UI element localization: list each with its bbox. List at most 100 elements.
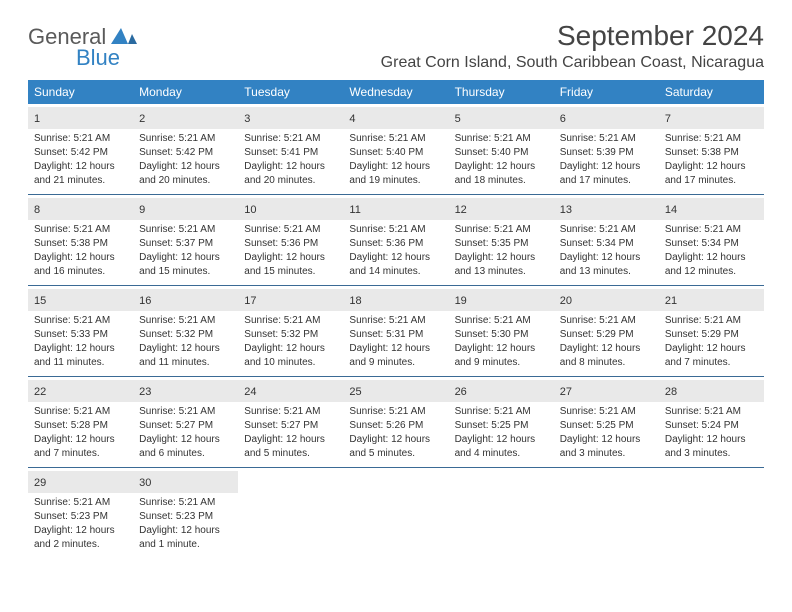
daylight-line: Daylight: 12 hours and 19 minutes. (349, 160, 442, 188)
daylight-line: Daylight: 12 hours and 16 minutes. (34, 251, 127, 279)
sunrise-line: Sunrise: 5:21 AM (560, 314, 653, 328)
day-number: 1 (34, 113, 40, 125)
sunrise-line: Sunrise: 5:21 AM (34, 405, 127, 419)
day-cell: 11Sunrise: 5:21 AMSunset: 5:36 PMDayligh… (343, 195, 448, 285)
day-number-bar: 18 (343, 289, 448, 311)
sunrise-line: Sunrise: 5:21 AM (560, 132, 653, 146)
day-number-bar: 7 (659, 107, 764, 129)
daylight-line: Daylight: 12 hours and 8 minutes. (560, 342, 653, 370)
day-number-bar: 26 (449, 380, 554, 402)
day-number-bar: 21 (659, 289, 764, 311)
sunrise-line: Sunrise: 5:21 AM (34, 223, 127, 237)
sunrise-line: Sunrise: 5:21 AM (349, 314, 442, 328)
sunset-line: Sunset: 5:38 PM (665, 146, 758, 160)
day-number-bar: 14 (659, 198, 764, 220)
weekday-saturday: Saturday (659, 80, 764, 104)
calendar-weeks: 1Sunrise: 5:21 AMSunset: 5:42 PMDaylight… (28, 104, 764, 558)
sunrise-line: Sunrise: 5:21 AM (34, 132, 127, 146)
week-row: 1Sunrise: 5:21 AMSunset: 5:42 PMDaylight… (28, 104, 764, 194)
sunrise-line: Sunrise: 5:21 AM (455, 405, 548, 419)
title-block: September 2024 Great Corn Island, South … (381, 20, 764, 72)
day-empty (449, 468, 554, 558)
sunset-line: Sunset: 5:29 PM (560, 328, 653, 342)
week-row: 22Sunrise: 5:21 AMSunset: 5:28 PMDayligh… (28, 376, 764, 467)
location: Great Corn Island, South Caribbean Coast… (381, 54, 764, 72)
day-number: 27 (560, 386, 572, 398)
day-number-bar: 16 (133, 289, 238, 311)
sunset-line: Sunset: 5:39 PM (560, 146, 653, 160)
day-number: 24 (244, 386, 256, 398)
day-cell: 21Sunrise: 5:21 AMSunset: 5:29 PMDayligh… (659, 286, 764, 376)
day-number: 7 (665, 113, 671, 125)
day-number-bar: 1 (28, 107, 133, 129)
day-number: 19 (455, 295, 467, 307)
day-empty (554, 468, 659, 558)
daylight-line: Daylight: 12 hours and 17 minutes. (665, 160, 758, 188)
day-number-bar: 17 (238, 289, 343, 311)
day-number-bar: 28 (659, 380, 764, 402)
daylight-line: Daylight: 12 hours and 10 minutes. (244, 342, 337, 370)
daylight-line: Daylight: 12 hours and 3 minutes. (665, 433, 758, 461)
day-empty (659, 468, 764, 558)
daylight-line: Daylight: 12 hours and 1 minute. (139, 524, 232, 552)
daylight-line: Daylight: 12 hours and 20 minutes. (139, 160, 232, 188)
day-number-bar: 25 (343, 380, 448, 402)
daylight-line: Daylight: 12 hours and 6 minutes. (139, 433, 232, 461)
daylight-line: Daylight: 12 hours and 11 minutes. (139, 342, 232, 370)
day-number: 13 (560, 204, 572, 216)
sunset-line: Sunset: 5:34 PM (560, 237, 653, 251)
day-number-bar: 12 (449, 198, 554, 220)
day-cell: 27Sunrise: 5:21 AMSunset: 5:25 PMDayligh… (554, 377, 659, 467)
sunrise-line: Sunrise: 5:21 AM (139, 223, 232, 237)
daylight-line: Daylight: 12 hours and 21 minutes. (34, 160, 127, 188)
sunrise-line: Sunrise: 5:21 AM (665, 223, 758, 237)
day-number: 21 (665, 295, 677, 307)
day-number-bar: 11 (343, 198, 448, 220)
day-cell: 3Sunrise: 5:21 AMSunset: 5:41 PMDaylight… (238, 104, 343, 194)
day-cell: 12Sunrise: 5:21 AMSunset: 5:35 PMDayligh… (449, 195, 554, 285)
day-number-bar: 4 (343, 107, 448, 129)
daylight-line: Daylight: 12 hours and 14 minutes. (349, 251, 442, 279)
sunset-line: Sunset: 5:40 PM (455, 146, 548, 160)
day-cell: 8 Sunrise: 5:21 AMSunset: 5:38 PMDaylight… (28, 195, 133, 285)
month-title: September 2024 (381, 20, 764, 52)
day-cell: 19Sunrise: 5:21 AMSunset: 5:30 PMDayligh… (449, 286, 554, 376)
page: General Blue September 2024 Great Corn I… (0, 0, 792, 612)
sunset-line: Sunset: 5:41 PM (244, 146, 337, 160)
sunset-line: Sunset: 5:32 PM (244, 328, 337, 342)
day-number: 15 (34, 295, 46, 307)
header: General Blue September 2024 Great Corn I… (28, 20, 764, 72)
daylight-line: Daylight: 12 hours and 7 minutes. (34, 433, 127, 461)
sunset-line: Sunset: 5:42 PM (34, 146, 127, 160)
sunset-line: Sunset: 5:30 PM (455, 328, 548, 342)
day-number-bar: 10 (238, 198, 343, 220)
week-row: 8Sunrise: 5:21 AMSunset: 5:38 PMDaylight… (28, 194, 764, 285)
day-number: 16 (139, 295, 151, 307)
day-empty (343, 468, 448, 558)
day-number: 22 (34, 386, 46, 398)
day-cell: 26Sunrise: 5:21 AMSunset: 5:25 PMDayligh… (449, 377, 554, 467)
day-number: 14 (665, 204, 677, 216)
day-number-bar: 23 (133, 380, 238, 402)
week-row: 29Sunrise: 5:21 AMSunset: 5:23 PMDayligh… (28, 467, 764, 558)
sunrise-line: Sunrise: 5:21 AM (349, 132, 442, 146)
sunset-line: Sunset: 5:38 PM (34, 237, 127, 251)
sunset-line: Sunset: 5:31 PM (349, 328, 442, 342)
daylight-line: Daylight: 12 hours and 4 minutes. (455, 433, 548, 461)
day-number-bar: 29 (28, 471, 133, 493)
sunset-line: Sunset: 5:36 PM (244, 237, 337, 251)
day-number-bar: 5 (449, 107, 554, 129)
day-number: 18 (349, 295, 361, 307)
day-number: 8 (34, 204, 40, 216)
day-number-bar: 2 (133, 107, 238, 129)
sunset-line: Sunset: 5:35 PM (455, 237, 548, 251)
day-number: 9 (139, 204, 145, 216)
day-number-bar: 24 (238, 380, 343, 402)
weekday-thursday: Thursday (449, 80, 554, 104)
day-cell: 25Sunrise: 5:21 AMSunset: 5:26 PMDayligh… (343, 377, 448, 467)
sunrise-line: Sunrise: 5:21 AM (244, 314, 337, 328)
sunset-line: Sunset: 5:42 PM (139, 146, 232, 160)
daylight-line: Daylight: 12 hours and 18 minutes. (455, 160, 548, 188)
sunrise-line: Sunrise: 5:21 AM (455, 314, 548, 328)
day-cell: 10Sunrise: 5:21 AMSunset: 5:36 PMDayligh… (238, 195, 343, 285)
